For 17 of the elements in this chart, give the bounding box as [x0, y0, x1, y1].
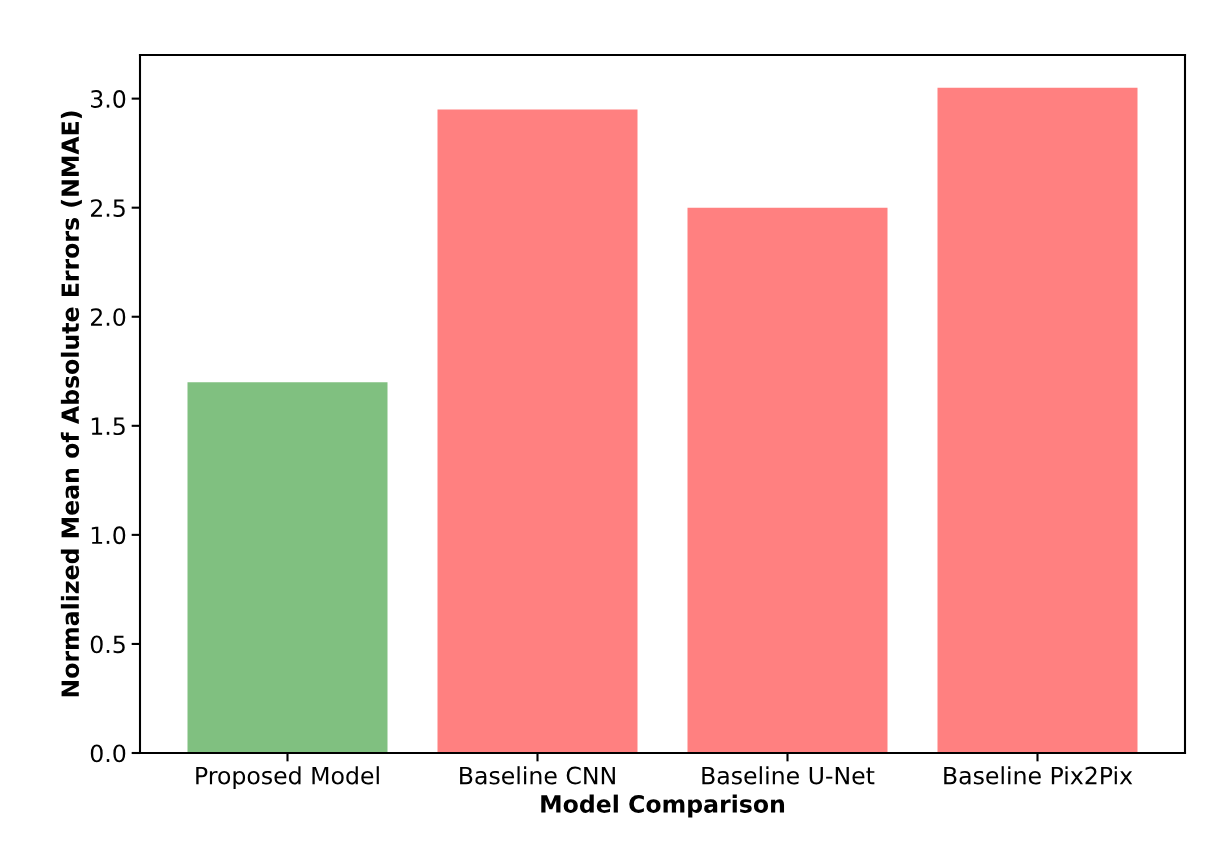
x-axis-title: Model Comparison [541, 794, 785, 818]
x-tick-label: Baseline Pix2Pix [944, 766, 1133, 785]
y-tick-label: 1.5 [91, 417, 125, 436]
y-tick-label: 3.0 [91, 90, 126, 108]
x-tick-label: Baseline CNN [460, 766, 615, 785]
y-tick-label: 1.0 [91, 526, 126, 545]
bar [687, 207, 888, 753]
x-tick-label: Proposed Model [196, 766, 379, 790]
y-axis-title: Normalized Mean of Absolute Errors (NMAE) [60, 111, 82, 697]
bar [187, 382, 388, 753]
y-tick-label: 0.0 [90, 744, 126, 763]
x-tick-label: Baseline U-Net [702, 766, 875, 785]
y-tick-label: 0.5 [90, 635, 125, 654]
bar [937, 87, 1138, 753]
y-tick-label: 2.5 [90, 199, 125, 217]
y-tick-label: 2.0 [90, 308, 126, 327]
bar [437, 109, 638, 753]
